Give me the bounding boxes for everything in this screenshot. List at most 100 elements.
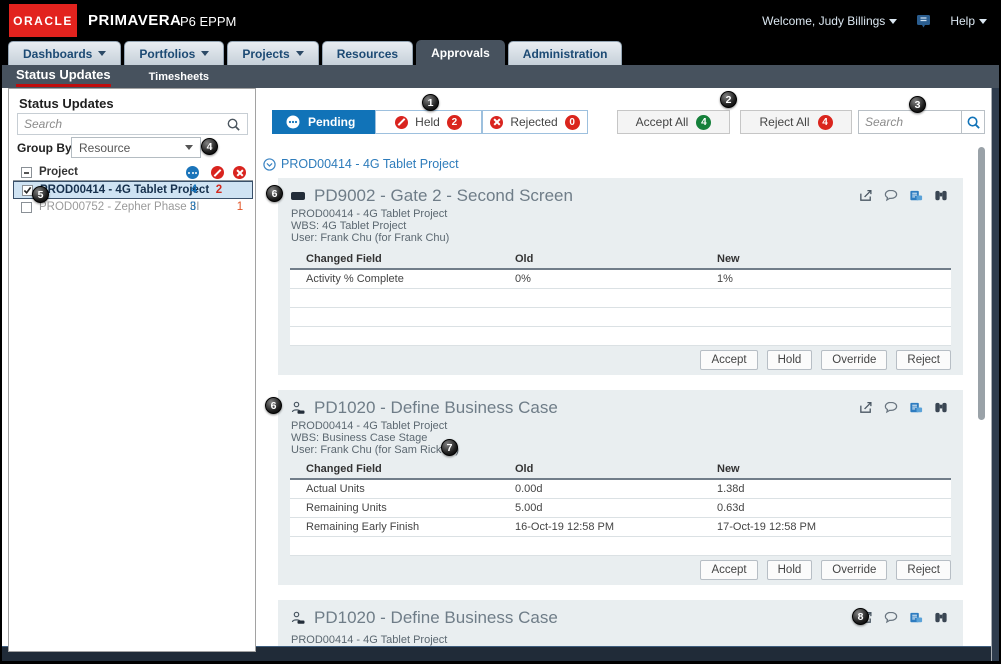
indeterminate-mark xyxy=(24,172,29,174)
notebook-icon[interactable] xyxy=(908,188,924,203)
tab-resources[interactable]: Resources xyxy=(321,41,414,65)
card-project: PROD00414 - 4G Tablet Project xyxy=(291,634,448,646)
search-icon[interactable] xyxy=(226,117,241,132)
reject-button[interactable]: Reject xyxy=(896,560,951,580)
project-row[interactable]: PROD00414 - 4G Tablet Project 4 2 xyxy=(13,181,253,199)
project-name: PROD00414 - 4G Tablet Project xyxy=(40,184,210,196)
updates-search-input[interactable] xyxy=(859,115,961,129)
hold-button[interactable]: Hold xyxy=(766,560,813,580)
changed-field: Activity % Complete xyxy=(306,273,404,285)
callout-8: 8 xyxy=(852,608,869,625)
milestone-bar-icon xyxy=(291,192,305,200)
discussion-icon[interactable] xyxy=(883,188,899,203)
col-new: New xyxy=(717,462,740,475)
reject-all-count-badge: 4 xyxy=(817,114,833,130)
approvals-subnav: Status Updates Timesheets xyxy=(2,65,999,88)
activity-title: PD1020 - Define Business Case xyxy=(314,398,558,417)
col-old: Old xyxy=(515,462,534,475)
panel-title: Status Updates xyxy=(19,96,114,111)
tab-label: Dashboards xyxy=(23,46,93,61)
update-card: PD9002 - Gate 2 - Second Screen PROD0041… xyxy=(278,178,963,375)
held-icon xyxy=(395,115,409,129)
row-checkbox-unchecked[interactable] xyxy=(21,202,32,213)
discussion-icon[interactable] xyxy=(883,610,899,625)
sidebar-search xyxy=(17,113,248,135)
caret-down-icon xyxy=(889,18,898,24)
callout-5: 5 xyxy=(32,186,49,203)
caret-down-icon xyxy=(295,51,304,56)
status-updates-panel: Status Updates Group By Resource Project xyxy=(8,88,256,652)
activity-title: PD9002 - Gate 2 - Second Screen xyxy=(314,186,573,205)
pending-icon xyxy=(286,115,300,129)
share-icon[interactable] xyxy=(858,400,874,415)
card-action-icons xyxy=(858,610,949,625)
card-actions: Accept Hold Override Reject xyxy=(700,350,951,370)
vertical-scrollbar-thumb[interactable] xyxy=(978,147,985,420)
product-edition: P6 EPPM xyxy=(180,14,237,29)
accept-button[interactable]: Accept xyxy=(700,560,758,580)
override-button[interactable]: Override xyxy=(821,560,888,580)
select-all-checkbox[interactable] xyxy=(21,167,32,178)
held-icon xyxy=(211,166,224,179)
project-row[interactable]: PROD00752 - Zepher Phase III 3 1 xyxy=(13,199,253,217)
project-table-header: Project xyxy=(13,164,253,181)
tab-approvals[interactable]: Approvals xyxy=(416,40,505,65)
filter-rejected[interactable]: Rejected 0 xyxy=(482,110,588,134)
notifications-icon[interactable] xyxy=(915,13,932,29)
subtab-status-updates[interactable]: Status Updates xyxy=(16,67,111,87)
accept-all-button[interactable]: Accept All 4 xyxy=(617,110,730,134)
caret-down-icon xyxy=(979,18,987,24)
collapse-icon[interactable] xyxy=(263,157,276,171)
card-user: User: Frank Chu (for Frank Chu) xyxy=(291,232,450,244)
share-icon[interactable] xyxy=(858,188,874,203)
subtab-timesheets[interactable]: Timesheets xyxy=(148,70,209,83)
override-button[interactable]: Override xyxy=(821,350,888,370)
old-value: 0% xyxy=(515,273,531,285)
filter-held[interactable]: Held 2 xyxy=(375,110,482,134)
search-icon[interactable] xyxy=(961,111,984,133)
notebook-icon[interactable] xyxy=(908,610,924,625)
update-card: PD1020 - Define Business Case PROD00414 … xyxy=(278,390,963,585)
welcome-text: Welcome, Judy Billings xyxy=(762,14,886,28)
sidebar-search-input[interactable] xyxy=(24,117,226,131)
new-value: 0.63d xyxy=(717,502,745,514)
changed-field: Remaining Early Finish xyxy=(306,521,420,533)
discussion-icon[interactable] xyxy=(883,400,899,415)
group-by-select[interactable]: Resource xyxy=(71,137,201,158)
accept-all-count-badge: 4 xyxy=(696,114,712,130)
caret-down-icon xyxy=(98,51,107,56)
card-action-icons xyxy=(858,400,949,415)
activity-title: PD1020 - Define Business Case xyxy=(314,608,558,627)
callout-3: 3 xyxy=(909,96,926,113)
table-row-empty xyxy=(290,289,951,308)
table-row-empty xyxy=(290,537,951,556)
table-header-row: Changed Field Old New xyxy=(290,459,951,480)
binoculars-icon[interactable] xyxy=(933,188,949,203)
group-by-value: Resource xyxy=(79,140,131,155)
product-name: PRIMAVERA xyxy=(88,12,182,29)
accept-button[interactable]: Accept xyxy=(700,350,758,370)
user-menu[interactable]: Welcome, Judy Billings xyxy=(762,14,898,28)
tab-dashboards[interactable]: Dashboards xyxy=(8,41,122,65)
hold-button[interactable]: Hold xyxy=(766,350,813,370)
notebook-icon[interactable] xyxy=(908,400,924,415)
filter-label: Pending xyxy=(308,115,356,129)
binoculars-icon[interactable] xyxy=(933,400,949,415)
table-row: Remaining Early Finish 16-Oct-19 12:58 P… xyxy=(290,518,951,537)
pending-count: 3 xyxy=(189,201,197,213)
binoculars-icon[interactable] xyxy=(933,610,949,625)
help-menu[interactable]: Help xyxy=(950,14,987,28)
resource-person-icon xyxy=(291,401,305,415)
callout-7: 7 xyxy=(441,439,458,456)
tab-administration[interactable]: Administration xyxy=(507,41,623,65)
reject-all-button[interactable]: Reject All 4 xyxy=(740,110,852,134)
card-project: PROD00414 - 4G Tablet Project xyxy=(291,208,448,220)
tab-portfolios[interactable]: Portfolios xyxy=(124,41,225,65)
window-right-edge xyxy=(991,88,999,661)
table-row: Activity % Complete 0% 1% xyxy=(290,270,951,289)
tab-projects[interactable]: Projects xyxy=(227,41,319,65)
group-header-label: PROD00414 - 4G Tablet Project xyxy=(281,157,459,171)
reject-button[interactable]: Reject xyxy=(896,350,951,370)
filter-pending[interactable]: Pending 4 xyxy=(272,110,384,134)
callout-2: 2 xyxy=(720,91,737,108)
